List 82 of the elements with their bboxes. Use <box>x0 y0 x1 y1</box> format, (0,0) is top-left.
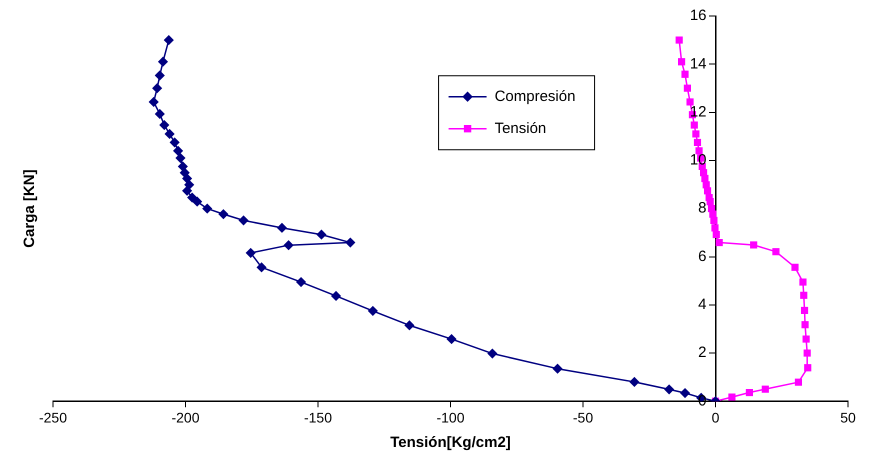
x-tick-label: -100 <box>436 409 465 426</box>
point <box>182 174 192 184</box>
point <box>711 224 719 232</box>
point <box>246 248 256 258</box>
point <box>728 394 736 401</box>
y-tick-label: 6 <box>698 248 706 265</box>
point <box>772 248 780 256</box>
point <box>680 388 690 398</box>
point <box>552 364 562 374</box>
point <box>684 84 691 92</box>
point <box>284 240 294 250</box>
point <box>155 70 165 80</box>
point <box>801 321 809 328</box>
point <box>218 209 228 219</box>
point <box>716 238 723 246</box>
point <box>164 129 174 139</box>
x-tick-label: -50 <box>572 409 594 426</box>
point <box>184 180 194 190</box>
point <box>178 162 188 172</box>
point <box>173 146 183 156</box>
point <box>404 320 414 330</box>
point <box>690 121 698 129</box>
point <box>710 216 718 224</box>
point <box>686 98 694 106</box>
y-tick-label: 14 <box>690 55 706 72</box>
point <box>708 205 716 212</box>
point <box>681 70 689 78</box>
x-tick-label: 0 <box>712 409 720 426</box>
point <box>799 278 807 286</box>
point <box>256 262 266 272</box>
point <box>804 364 812 372</box>
point <box>155 109 165 119</box>
point <box>238 216 248 226</box>
point <box>694 138 702 146</box>
point <box>488 348 498 358</box>
y-tick-label: 4 <box>698 296 706 314</box>
legend-label: Compresión <box>494 88 576 105</box>
point <box>630 377 640 387</box>
point <box>800 292 808 299</box>
point <box>702 181 710 188</box>
point <box>700 169 708 176</box>
x-tick-label: 50 <box>840 409 856 426</box>
point <box>794 378 802 386</box>
point <box>802 336 810 343</box>
point <box>170 138 180 148</box>
point <box>804 349 811 357</box>
point <box>762 386 769 393</box>
point <box>158 56 168 66</box>
y-tick-label: 2 <box>698 344 706 362</box>
point <box>712 231 720 238</box>
point <box>192 196 202 206</box>
point <box>676 36 683 44</box>
point <box>706 194 713 202</box>
point <box>176 153 186 163</box>
point <box>160 120 170 130</box>
x-tick-label: -200 <box>171 409 200 426</box>
point <box>678 58 686 66</box>
point <box>746 388 753 396</box>
point <box>296 277 306 287</box>
point <box>750 241 758 249</box>
point <box>148 97 158 107</box>
point <box>202 204 212 214</box>
y-axis-title: Carga [KN] <box>21 169 38 248</box>
x-axis-title: Tensión[Kg/cm2] <box>390 434 511 452</box>
point <box>664 384 674 394</box>
point <box>346 238 356 248</box>
point <box>316 230 326 240</box>
point <box>446 334 456 344</box>
point <box>187 192 197 202</box>
x-tick-label: -150 <box>304 409 332 426</box>
point <box>331 291 341 301</box>
x-tick-label: -250 <box>38 409 68 426</box>
point <box>164 35 174 45</box>
point <box>152 83 162 93</box>
point <box>368 306 378 316</box>
y-tick-label: 8 <box>698 200 706 217</box>
point <box>692 130 700 138</box>
point <box>800 306 808 314</box>
y-tick-label: 16 <box>690 7 706 24</box>
point <box>791 264 799 271</box>
legend-label: Tensión <box>494 120 546 137</box>
point <box>277 223 287 233</box>
